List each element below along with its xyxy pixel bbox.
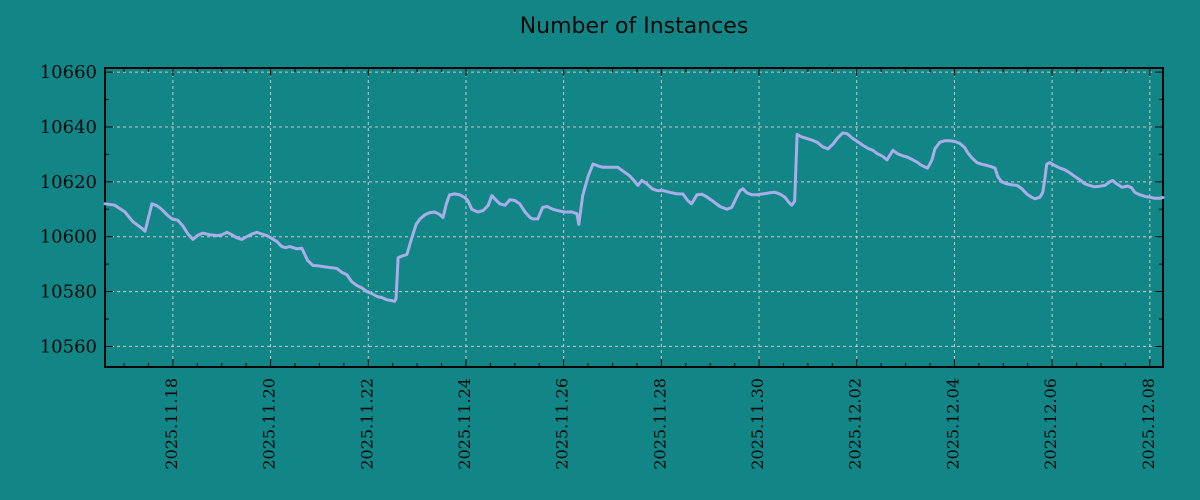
x-tick-label: 2025.11.28 xyxy=(650,378,669,470)
x-tick-label: 2025.11.26 xyxy=(553,378,572,470)
x-tick-label: 2025.11.24 xyxy=(455,378,474,470)
series-line xyxy=(103,131,1165,303)
plot-border xyxy=(104,67,1164,368)
y-tick-label: 10620 xyxy=(40,172,97,193)
y-tick-label: 10580 xyxy=(40,282,97,303)
chart-title: Number of Instances xyxy=(519,14,749,39)
x-tick-label: 2025.12.04 xyxy=(943,378,962,470)
x-tick-label: 2025.11.20 xyxy=(260,378,279,470)
x-tick-label: 2025.12.08 xyxy=(1139,378,1158,470)
y-tick-label: 10640 xyxy=(40,117,97,138)
y-tick-label: 10600 xyxy=(40,227,97,248)
y-tick-label: 10660 xyxy=(40,62,97,83)
x-tick-label: 2025.11.18 xyxy=(162,378,181,470)
x-tick-label: 2025.11.30 xyxy=(748,378,767,470)
x-tick-label: 2025.12.06 xyxy=(1041,378,1060,470)
y-tick-label: 10560 xyxy=(40,336,97,357)
x-tick-label: 2025.11.22 xyxy=(357,378,376,470)
x-tick-label: 2025.12.02 xyxy=(846,378,865,470)
